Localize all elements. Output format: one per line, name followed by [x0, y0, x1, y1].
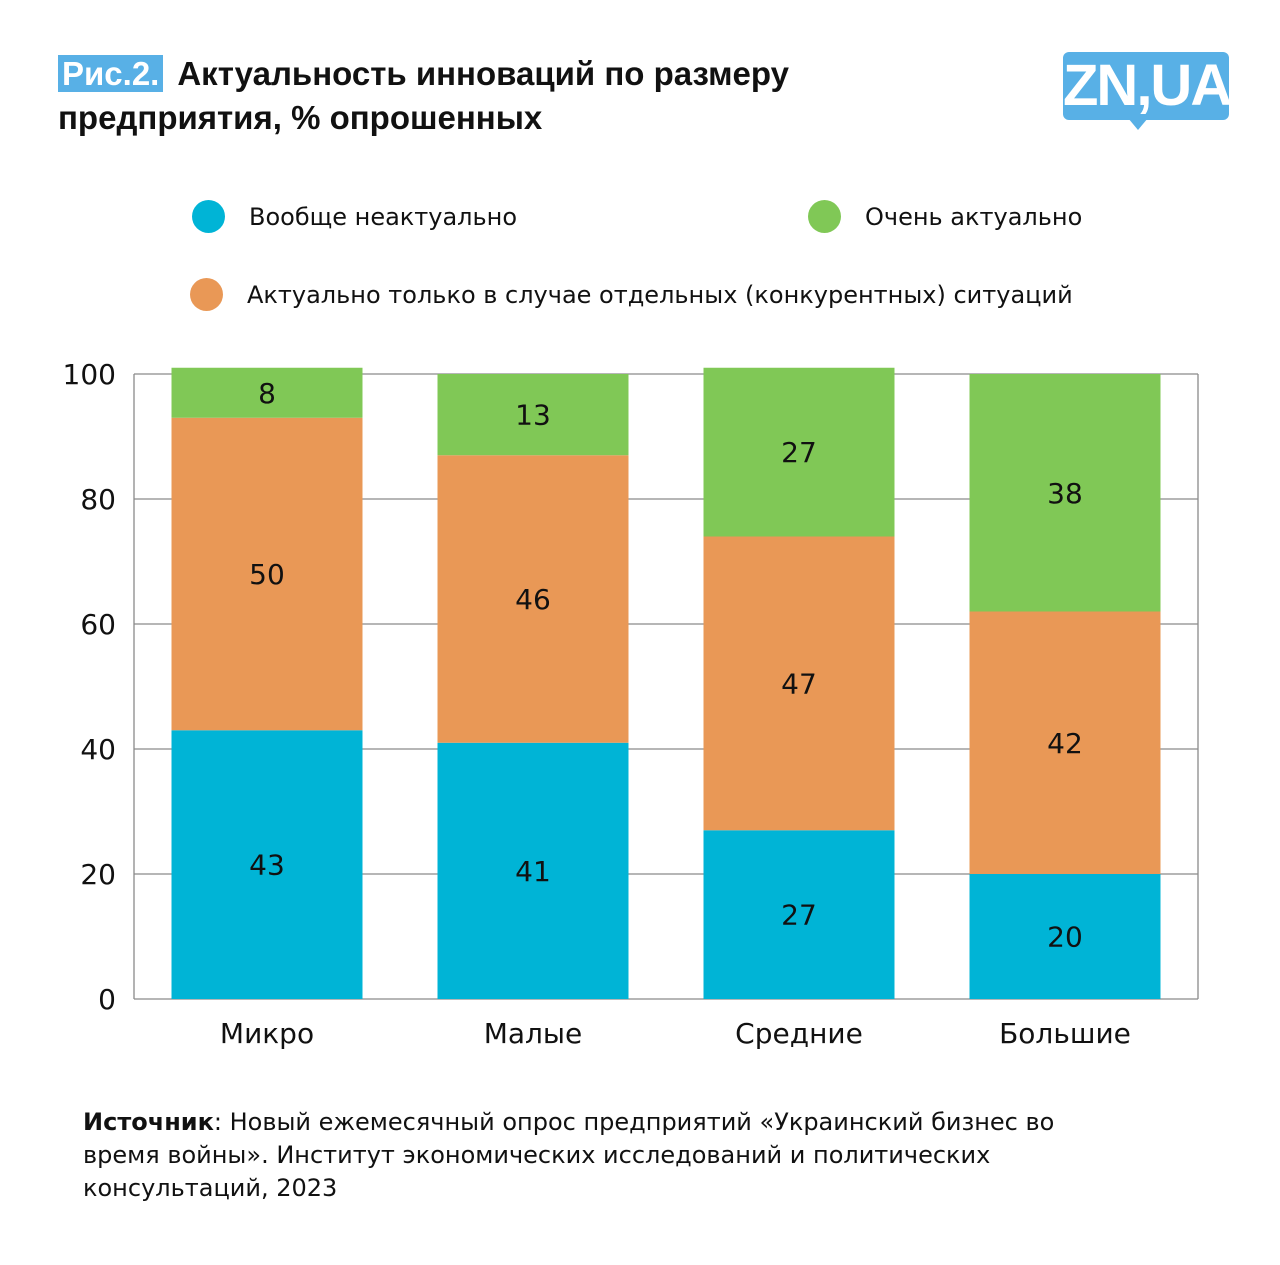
data-label: 20	[1047, 921, 1083, 954]
legend-label: Очень актуально	[865, 202, 1083, 231]
bar-segment	[437, 374, 629, 456]
title-text: Актуальность инноваций по размеру предпр…	[58, 55, 789, 136]
data-label: 8	[258, 377, 276, 410]
bar-segment	[171, 417, 363, 731]
figure-label: Рис.2.	[58, 55, 164, 92]
legend-dot-icon	[190, 278, 223, 311]
data-label: 46	[515, 583, 551, 616]
legend-dot-icon	[808, 200, 841, 233]
data-label: 47	[781, 667, 817, 700]
bar-segment	[171, 730, 363, 999]
chart-title: Рис.2. Актуальность инноваций по размеру …	[58, 52, 958, 140]
x-tick-label: Средние	[735, 1017, 863, 1050]
legend-item-none: Вообще неактуально	[192, 200, 517, 233]
source-text: : Новый ежемесячный опрос предприятий «У…	[83, 1108, 1055, 1202]
bar-segment	[969, 374, 1161, 612]
y-tick-label: 80	[80, 483, 116, 516]
legend-item-conditional: Актуально только в случае отдельных (кон…	[190, 278, 1073, 311]
legend-item-very: Очень актуально	[808, 200, 1082, 233]
bar-segment	[703, 536, 895, 831]
legend-label: Вообще неактуально	[249, 202, 518, 231]
legend-label: Актуально только в случае отдельных (кон…	[247, 280, 1073, 309]
source-label: Источник	[83, 1108, 214, 1136]
bar-segment	[437, 455, 629, 743]
y-tick-label: 20	[80, 858, 116, 891]
bar-segment	[969, 611, 1161, 874]
data-label: 42	[1047, 727, 1083, 760]
zn-ua-logo: ZN,UA	[1063, 52, 1232, 120]
data-label: 43	[249, 849, 285, 882]
y-tick-label: 40	[80, 733, 116, 766]
legend-dot-icon	[192, 200, 225, 233]
data-label: 13	[515, 399, 551, 432]
bar-segment	[703, 830, 895, 999]
bar-segment	[437, 742, 629, 999]
y-tick-label: 60	[80, 608, 116, 641]
data-label: 41	[515, 855, 551, 888]
data-label: 50	[249, 558, 285, 591]
x-tick-label: Микро	[220, 1017, 314, 1050]
data-label: 27	[781, 436, 817, 469]
logo-speech-tail	[1128, 118, 1148, 130]
bar-segment	[969, 874, 1161, 999]
bar-segment	[703, 367, 895, 537]
y-tick-label: 100	[63, 358, 116, 391]
data-label: 27	[781, 899, 817, 932]
data-label: 38	[1047, 477, 1083, 510]
x-tick-label: Малые	[484, 1017, 583, 1050]
x-tick-label: Большие	[999, 1017, 1131, 1050]
source-note: Источник: Новый ежемесячный опрос предпр…	[83, 1106, 1133, 1205]
bar-segment	[171, 367, 363, 418]
y-tick-label: 0	[98, 983, 116, 1016]
